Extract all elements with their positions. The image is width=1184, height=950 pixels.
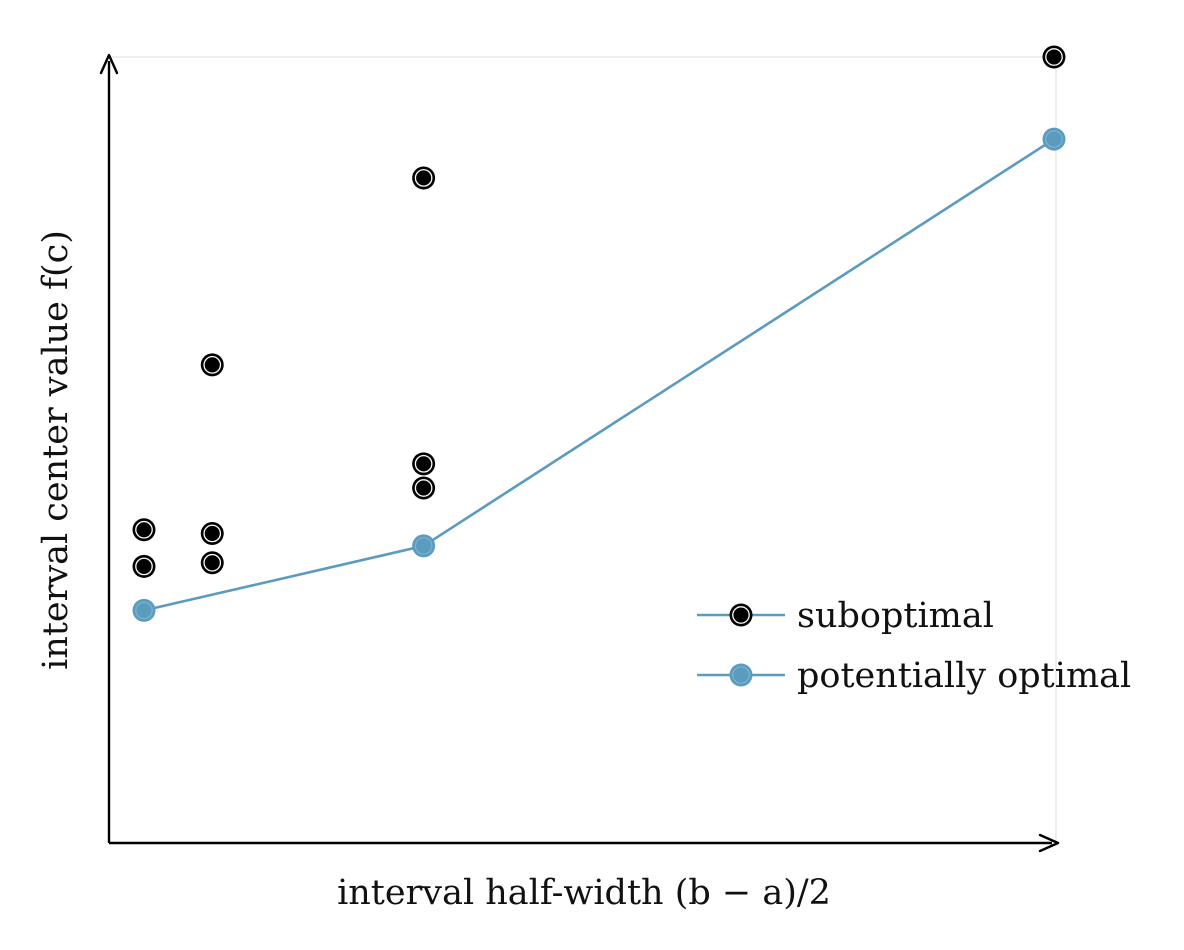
x-axis-arrowhead bbox=[1038, 833, 1060, 853]
suboptimal-point-5 bbox=[412, 166, 436, 190]
suboptimal-point-1 bbox=[132, 554, 156, 578]
potentially-optimal-point-1-ring bbox=[414, 537, 433, 555]
suboptimal-point-3-ring bbox=[203, 553, 222, 572]
potentially-optimal-line bbox=[143, 138, 1055, 612]
suboptimal-point-2-ring bbox=[203, 524, 222, 543]
potentially-optimal-point-2-ring bbox=[1045, 130, 1063, 148]
legend: suboptimal potentially optimal bbox=[697, 596, 1131, 696]
suboptimal-point-6-ring bbox=[414, 454, 433, 473]
suboptimal-point-4 bbox=[200, 353, 224, 377]
potentially-optimal-point-2-group bbox=[1042, 127, 1066, 151]
legend-marker-suboptimal-ring bbox=[732, 606, 750, 624]
potentially-optimal-point-0-group bbox=[132, 598, 156, 622]
suboptimal-point-2 bbox=[200, 521, 224, 545]
plot-frame bbox=[109, 56, 1057, 843]
legend-label-suboptimal: suboptimal bbox=[797, 596, 994, 636]
suboptimal-point-0-ring bbox=[135, 520, 153, 539]
suboptimal-point-1-ring bbox=[135, 557, 153, 576]
suboptimal-point-0 bbox=[132, 518, 156, 542]
suboptimal-point-7-ring bbox=[414, 479, 433, 497]
legend-entry-potentially-optimal: potentially optimal bbox=[697, 656, 1131, 696]
legend-marker-potentially-optimal-ring bbox=[732, 666, 750, 684]
series-layer bbox=[132, 45, 1066, 622]
potentially-optimal-point-1-group bbox=[412, 534, 436, 558]
legend-entry-suboptimal: suboptimal bbox=[697, 596, 994, 636]
suboptimal-point-8 bbox=[1042, 45, 1066, 69]
legend-label-potentially-optimal: potentially optimal bbox=[797, 656, 1131, 696]
suboptimal-point-8-ring bbox=[1045, 48, 1063, 66]
suboptimal-point-7 bbox=[412, 476, 436, 500]
y-axis-arrowhead bbox=[99, 53, 119, 75]
x-axis-label: interval half-width (b − a)/2 bbox=[337, 873, 831, 913]
suboptimal-point-6 bbox=[412, 452, 436, 476]
potentially-optimal-point-0-ring bbox=[135, 601, 153, 620]
suboptimal-point-5-ring bbox=[414, 169, 433, 187]
y-axis-label: interval center value f(c) bbox=[36, 230, 76, 670]
suboptimal-point-4-ring bbox=[203, 356, 222, 374]
axes bbox=[99, 53, 1060, 853]
suboptimal-point-3 bbox=[200, 551, 224, 575]
